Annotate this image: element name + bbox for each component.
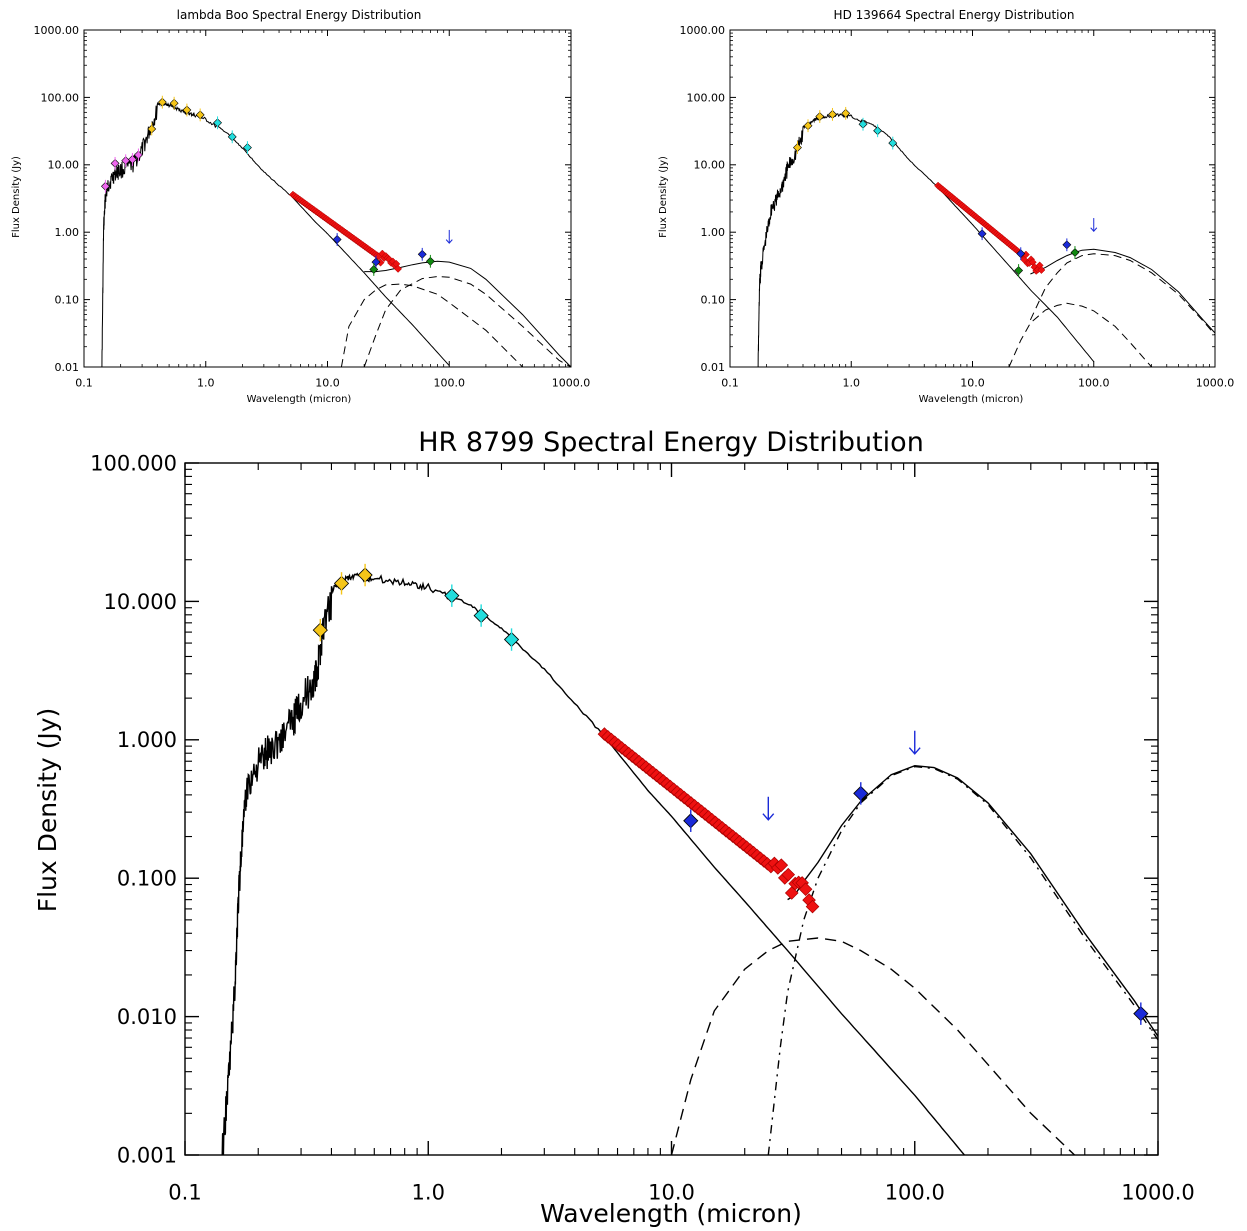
irs-spectrum-point (781, 867, 796, 882)
y-tick-label: 1.00 (701, 226, 726, 239)
photosphere-model-line (221, 572, 965, 1155)
y-tick-label: 1.000 (117, 728, 177, 752)
upper-limit-arrow-head (908, 747, 921, 755)
plot-area (757, 106, 1215, 367)
upper-limit-arrow-head (445, 239, 453, 244)
hr-8799-sed-chart: HR 8799 Spectral Energy Distribution Wav… (33, 427, 1195, 1228)
upper-limit-arrow-head (1090, 227, 1098, 233)
y-tick-label: 10.00 (48, 159, 80, 172)
y-tick-label: 1.00 (55, 226, 80, 239)
dust-component-line (1008, 302, 1153, 367)
chart-title: lambda Boo Spectral Energy Distribution (177, 8, 422, 22)
y-tick-label: 0.01 (55, 361, 80, 374)
irs-spectrum-point (798, 882, 813, 897)
x-tick-label: 10.0 (648, 1181, 695, 1205)
x-tick-label: 1000.0 (552, 377, 591, 390)
y-tick-label: 10.000 (104, 590, 177, 614)
x-tick-label: 0.1 (168, 1181, 201, 1205)
x-tick-label: 1000.0 (1121, 1181, 1194, 1205)
y-tick-label: 1000.00 (680, 24, 726, 37)
plot-frame (729, 29, 1216, 368)
y-axis-label: Flux Density (Jy) (33, 708, 62, 913)
y-tick-label: 1000.00 (34, 24, 80, 37)
y-tick-label: 100.00 (687, 91, 726, 104)
y-tick-label: 100.000 (90, 451, 177, 475)
y-tick-label: 0.010 (117, 1005, 177, 1029)
x-axis-label: Wavelength (micron) (540, 1199, 802, 1228)
y-axis-label: Flux Density (Jy) (658, 156, 669, 238)
x-tick-label: 10.0 (315, 377, 340, 390)
y-tick-label: 0.01 (701, 361, 726, 374)
irs-spectrum-point (394, 264, 403, 273)
dust-component-line (767, 765, 1158, 1155)
dust-component-line (670, 937, 1076, 1155)
photosphere-model-line (101, 100, 450, 367)
x-tick-label: 100.0 (885, 1181, 945, 1205)
dust-component-line (340, 283, 524, 367)
irs-spectrum-point (1037, 266, 1046, 274)
plot-frame (184, 462, 1159, 1156)
hd-139664-sed-chart: HD 139664 Spectral Energy Distribution W… (658, 8, 1234, 405)
x-axis-label: Wavelength (micron) (919, 394, 1024, 405)
x-tick-label: 1.0 (843, 377, 861, 390)
y-tick-label: 0.10 (55, 293, 80, 306)
upper-limit-arrow-head (762, 813, 775, 821)
x-axis-label: Wavelength (micron) (247, 394, 352, 405)
x-tick-label: 100.0 (1078, 377, 1110, 390)
chart-title: HD 139664 Spectral Energy Distribution (834, 8, 1075, 22)
plot-area (101, 95, 571, 367)
dust-component-line (363, 275, 571, 367)
x-tick-label: 0.1 (721, 377, 739, 390)
plot-frame (83, 29, 572, 368)
total-model-line (787, 764, 1158, 1037)
photosphere-model-line (757, 113, 1095, 367)
x-tick-label: 1.0 (412, 1181, 445, 1205)
chart-title: HR 8799 Spectral Energy Distribution (418, 427, 924, 458)
y-tick-label: 10.00 (694, 159, 726, 172)
x-tick-label: 1000.0 (1196, 377, 1235, 390)
dust-component-line (1029, 253, 1215, 336)
x-tick-label: 100.0 (434, 377, 466, 390)
irs-spectrum-point (774, 858, 789, 872)
x-tick-label: 0.1 (75, 377, 93, 390)
x-tick-label: 10.0 (960, 377, 985, 390)
y-axis-label: Flux Density (Jy) (11, 156, 22, 238)
lambda-boo-sed-chart: lambda Boo Spectral Energy Distribution … (11, 8, 590, 405)
y-tick-label: 100.00 (41, 91, 80, 104)
y-tick-label: 0.001 (117, 1143, 177, 1167)
plot-area (221, 563, 1158, 1155)
total-model-line (1030, 248, 1215, 334)
x-tick-label: 1.0 (197, 377, 215, 390)
irs-spectrum-point (805, 899, 820, 914)
y-tick-label: 0.10 (701, 293, 726, 306)
y-tick-label: 0.100 (117, 867, 177, 891)
total-model-line (364, 260, 571, 367)
